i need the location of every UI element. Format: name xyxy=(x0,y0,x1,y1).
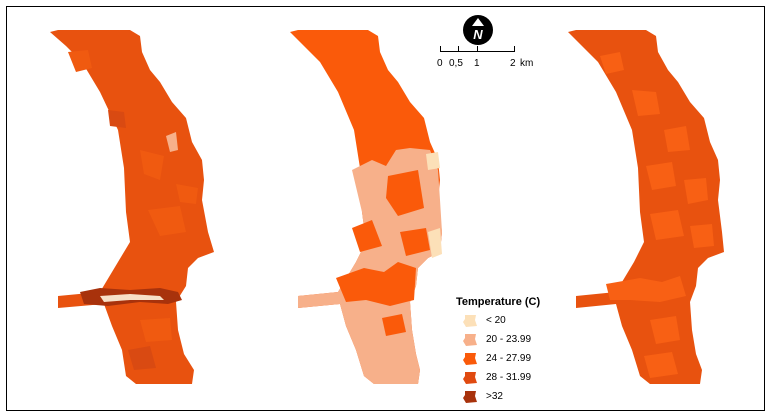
map-right-patch xyxy=(646,162,676,190)
map-middle-warm-patch xyxy=(352,220,382,252)
legend-item: 20 - 23.99 xyxy=(456,333,576,349)
legend-label: 20 - 23.99 xyxy=(486,334,532,345)
north-arrow: N xyxy=(462,14,494,46)
map-right-patch xyxy=(600,52,624,74)
map-middle-warm-patch xyxy=(382,314,406,336)
map-left-patch xyxy=(148,206,186,236)
legend-swatch xyxy=(463,391,477,403)
legend-label: 24 - 27.99 xyxy=(486,353,532,364)
legend-label: 28 - 31.99 xyxy=(486,372,532,383)
north-arrow-icon: N xyxy=(463,15,493,45)
legend-item: 28 - 31.99 xyxy=(456,371,576,387)
scale-tick xyxy=(440,46,441,52)
legend-item: < 20 xyxy=(456,314,576,330)
map-left-patch xyxy=(140,318,172,342)
map-right-patch xyxy=(644,352,678,378)
map-right-patch xyxy=(632,90,660,116)
legend-title: Temperature (C) xyxy=(456,296,541,308)
map-right-patch xyxy=(650,316,680,344)
map-left-patch xyxy=(68,50,92,72)
map-left-patch xyxy=(128,346,156,370)
map-middle-cool-edge xyxy=(428,228,442,258)
map-middle-cool-edge xyxy=(426,152,440,170)
map-left-patch xyxy=(140,150,164,180)
scale-label: 0 xyxy=(437,58,443,69)
scale-bar: 0 0,5 1 2 km xyxy=(432,46,534,76)
north-letter: N xyxy=(473,27,483,42)
legend-swatch xyxy=(463,315,477,327)
map-right-patch xyxy=(664,126,690,152)
map-right-patch xyxy=(684,178,708,204)
scale-label: 0,5 xyxy=(449,58,463,69)
legend-item: >32 xyxy=(456,390,576,406)
map-right xyxy=(568,30,724,384)
scale-tick xyxy=(477,46,478,52)
map-left-patch xyxy=(166,132,178,152)
map-middle-warm-patch xyxy=(400,228,430,256)
map-left-patch xyxy=(108,110,126,128)
map-middle-warm-patch xyxy=(336,262,416,306)
scale-tick xyxy=(514,46,515,52)
map-right-patch xyxy=(650,210,684,240)
scale-tick xyxy=(458,46,459,52)
map-middle xyxy=(290,30,442,384)
legend-swatch xyxy=(463,353,477,365)
legend-label: < 20 xyxy=(486,315,506,326)
map-middle-warm-patch xyxy=(386,170,424,216)
legend-label: >32 xyxy=(486,391,503,402)
map-right-patch xyxy=(690,224,714,248)
scale-label: 2 xyxy=(510,58,516,69)
legend-item: 24 - 27.99 xyxy=(456,352,576,368)
map-right-area xyxy=(568,30,724,384)
map-left-patch xyxy=(176,184,198,204)
map-left-cool-band xyxy=(100,294,164,302)
legend-swatch xyxy=(463,372,477,384)
scale-label: 1 xyxy=(474,58,480,69)
legend: Temperature (C) < 20 20 - 23.99 24 - 27.… xyxy=(456,296,576,409)
map-right-patch xyxy=(606,276,686,302)
scale-unit: km xyxy=(520,58,534,69)
map-middle-cool-zone xyxy=(298,148,442,384)
map-left xyxy=(50,30,214,384)
map-left-area xyxy=(50,30,214,384)
legend-swatch xyxy=(463,334,477,346)
